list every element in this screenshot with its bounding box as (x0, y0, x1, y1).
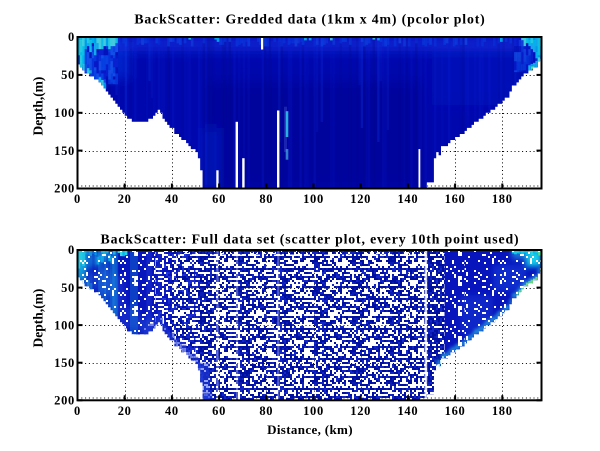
svg-text:180: 180 (492, 192, 513, 206)
svg-text:100: 100 (54, 318, 75, 332)
svg-text:150: 150 (54, 144, 75, 158)
svg-text:100: 100 (303, 404, 324, 418)
svg-text:BackScatter: Gredded data (1km: BackScatter: Gredded data (1km x 4m) (pc… (134, 12, 485, 28)
svg-text:100: 100 (303, 192, 324, 206)
svg-text:0: 0 (74, 192, 81, 206)
svg-text:20: 20 (118, 404, 132, 418)
svg-text:Depth,(m): Depth,(m) (31, 289, 46, 348)
svg-text:60: 60 (212, 192, 226, 206)
svg-text:60: 60 (212, 404, 226, 418)
svg-text:140: 140 (397, 192, 418, 206)
svg-text:140: 140 (397, 404, 418, 418)
svg-text:Depth,(m): Depth,(m) (31, 77, 46, 136)
svg-text:180: 180 (492, 404, 513, 418)
svg-text:0: 0 (68, 243, 75, 257)
svg-text:40: 40 (165, 404, 179, 418)
svg-text:80: 80 (259, 192, 273, 206)
svg-text:200: 200 (54, 394, 75, 408)
svg-text:120: 120 (350, 192, 371, 206)
svg-text:20: 20 (118, 192, 132, 206)
svg-text:160: 160 (445, 192, 466, 206)
svg-text:0: 0 (74, 404, 81, 418)
svg-text:0: 0 (68, 30, 75, 44)
svg-text:Distance, (km): Distance, (km) (267, 422, 353, 437)
svg-text:50: 50 (61, 68, 75, 82)
svg-text:160: 160 (445, 404, 466, 418)
svg-text:40: 40 (165, 192, 179, 206)
svg-text:50: 50 (61, 281, 75, 295)
svg-text:80: 80 (259, 404, 273, 418)
svg-text:120: 120 (350, 404, 371, 418)
svg-text:150: 150 (54, 356, 75, 370)
svg-text:100: 100 (54, 106, 75, 120)
svg-text:BackScatter: Full data set (sc: BackScatter: Full data set (scatter plot… (101, 232, 520, 248)
svg-text:200: 200 (54, 182, 75, 196)
